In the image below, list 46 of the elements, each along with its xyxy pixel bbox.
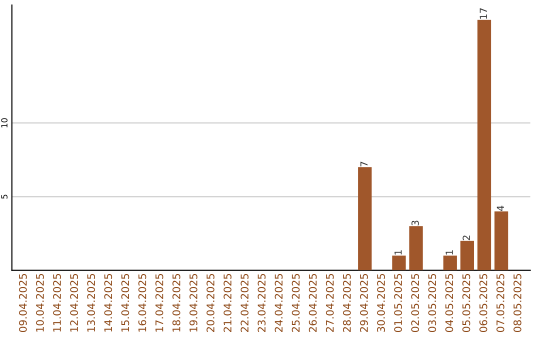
x-tick-label: 04.05.2025 [445, 274, 454, 332]
bar [494, 211, 508, 270]
x-tick-label: 23.04.2025 [258, 274, 266, 332]
x-tick-label: 17.04.2025 [155, 274, 164, 332]
x-tick-label: 22.04.2025 [240, 274, 249, 332]
x-tick-label: 29.04.2025 [360, 274, 368, 332]
x-tick-label: 05.05.2025 [462, 274, 470, 332]
bar [358, 167, 372, 270]
x-tick-label: 14.04.2025 [104, 274, 112, 332]
x-tick-label: 06.05.2025 [479, 274, 488, 332]
x-tick-label: 09.04.2025 [18, 274, 27, 332]
x-tick-label: 26.04.2025 [308, 274, 317, 332]
x-tick-label: 13.04.2025 [87, 274, 96, 332]
x-tick-label: 08.05.2025 [513, 274, 522, 332]
bar [460, 240, 474, 270]
data-label: 1 [394, 250, 402, 254]
x-tick-label: 19.04.2025 [189, 274, 198, 332]
bar [409, 226, 423, 270]
data-label: 2 [462, 236, 470, 240]
x-tick-label: 30.04.2025 [377, 274, 385, 332]
x-tick-label: 11.04.2025 [53, 274, 61, 332]
x-tick-label: 24.04.2025 [274, 274, 283, 332]
x-tick-label: 18.04.2025 [172, 274, 180, 332]
data-label: 3 [411, 220, 419, 226]
x-tick-label: 12.04.2025 [70, 274, 78, 332]
bar [392, 256, 406, 270]
x-tick-label: 20.04.2025 [206, 274, 214, 332]
data-label: 17 [480, 8, 487, 19]
y-tick-label: 10 [1, 118, 8, 128]
x-tick-label: 07.05.2025 [496, 274, 504, 332]
x-tick-label: 15.04.2025 [121, 274, 130, 332]
data-label: 4 [496, 206, 504, 211]
x-tick-label: 27.04.2025 [326, 274, 334, 332]
data-label: 7 [360, 162, 368, 166]
data-label: 1 [446, 250, 453, 254]
x-tick-label: 28.04.2025 [342, 274, 351, 332]
x-tick-label: 01.05.2025 [394, 274, 402, 332]
x-tick-label: 25.04.2025 [292, 274, 300, 332]
bar [443, 256, 457, 270]
x-tick-label: 10.04.2025 [36, 274, 44, 332]
bar [477, 20, 492, 270]
x-tick-label: 02.05.2025 [411, 274, 420, 332]
y-tick-label: 5 [1, 194, 8, 199]
x-tick-label: 03.05.2025 [428, 274, 436, 332]
x-tick-label: 21.04.2025 [224, 274, 232, 332]
x-tick-label: 16.04.2025 [138, 274, 146, 332]
